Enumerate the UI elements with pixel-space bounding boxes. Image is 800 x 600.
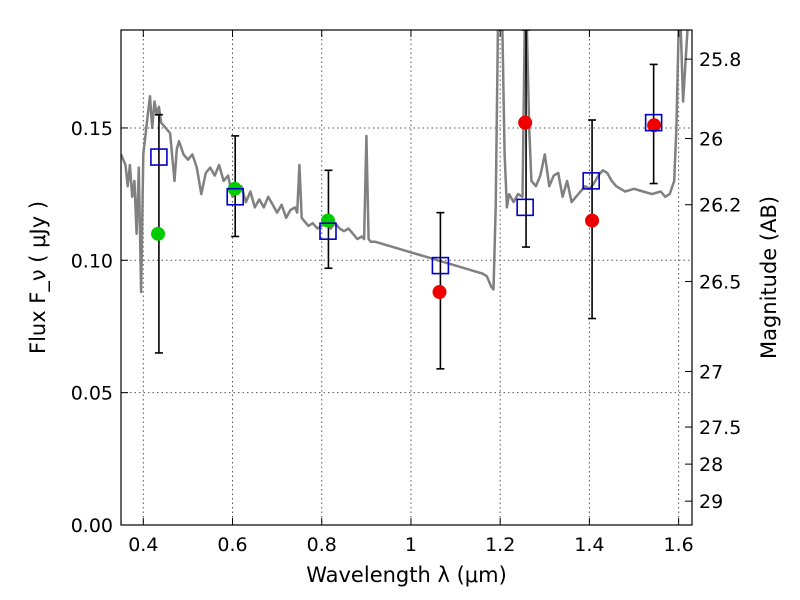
x-tick-label: 1.4 xyxy=(574,534,604,556)
x-axis-label: Wavelength λ (μm) xyxy=(306,563,507,587)
model-point-square xyxy=(319,222,337,240)
right-tick-label: 27.5 xyxy=(699,417,741,439)
data-point-circle xyxy=(518,115,533,130)
data-point-circle xyxy=(585,213,600,228)
right-tick-label: 29 xyxy=(699,491,723,513)
right-tick-label: 25.8 xyxy=(699,49,741,71)
right-axis-label: Magnitude (AB) xyxy=(757,196,781,359)
model-point-square xyxy=(644,113,663,132)
y-tick-label: 0.00 xyxy=(71,515,113,537)
axes: 0.4 0.6 0.8 1 1.2 1.4 1.6 0.00 0.05 0.10 0.15 25.8 2… xyxy=(71,30,741,556)
model-point-square xyxy=(150,148,168,166)
right-tick-label: 26 xyxy=(699,129,723,151)
y-tick-label: 0.10 xyxy=(71,250,113,272)
right-tick-label: 26.5 xyxy=(699,271,741,293)
right-tick-label: 26.2 xyxy=(699,195,741,217)
x-tick-label: 0.6 xyxy=(217,534,247,556)
model-point-square xyxy=(582,172,600,190)
right-tick-label: 28 xyxy=(699,454,723,476)
grid-lines xyxy=(121,30,692,526)
plot-area xyxy=(121,30,689,370)
model-point-square xyxy=(431,256,450,275)
data-point-circle xyxy=(320,213,335,228)
y-tick-label: 0.05 xyxy=(71,383,113,405)
model-spectrum-line xyxy=(121,30,689,294)
data-point-circle xyxy=(432,285,447,300)
x-tick-label: 1.2 xyxy=(485,534,515,556)
right-tick-label: 27 xyxy=(699,361,723,383)
y-axis-label: Flux F_ν ( μJy ) xyxy=(26,201,51,354)
x-tick-label: 1.6 xyxy=(664,534,694,556)
model-point-square xyxy=(516,198,534,217)
plot-frame xyxy=(120,29,693,526)
model-point-square xyxy=(226,187,244,206)
x-tick-label: 1 xyxy=(405,534,417,556)
data-point-circle xyxy=(647,118,662,133)
data-point-circle xyxy=(151,226,166,241)
x-tick-label: 0.8 xyxy=(307,534,337,556)
y-tick-label: 0.15 xyxy=(71,118,113,140)
x-tick-label: 0.4 xyxy=(128,534,158,556)
